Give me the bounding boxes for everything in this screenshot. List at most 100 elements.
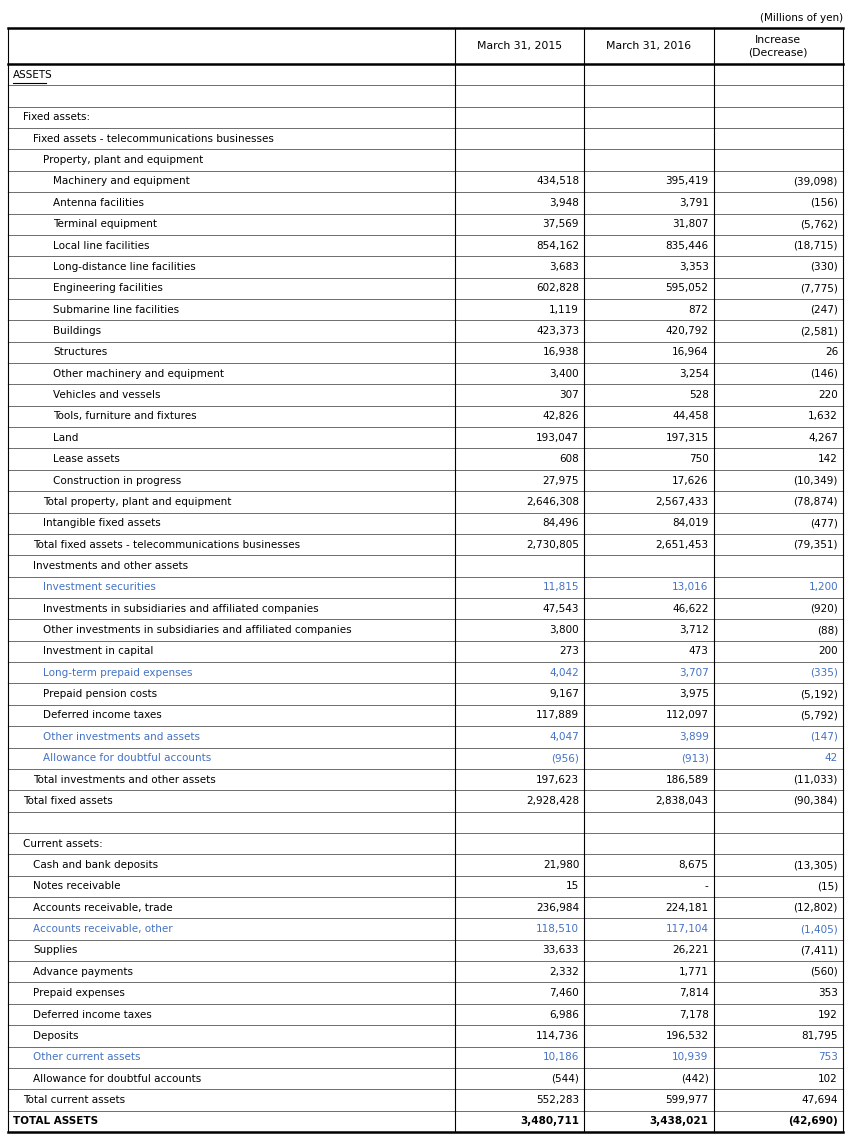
Text: 3,707: 3,707 bbox=[679, 668, 709, 678]
Text: 854,162: 854,162 bbox=[536, 241, 580, 251]
Text: 420,792: 420,792 bbox=[665, 326, 709, 336]
Text: 112,097: 112,097 bbox=[665, 710, 709, 720]
Text: 26,221: 26,221 bbox=[672, 945, 709, 955]
Text: 2,928,428: 2,928,428 bbox=[526, 796, 580, 806]
Text: (13,305): (13,305) bbox=[794, 860, 838, 870]
Text: Local line facilities: Local line facilities bbox=[53, 241, 150, 251]
Text: 3,480,711: 3,480,711 bbox=[520, 1116, 580, 1126]
Text: 3,975: 3,975 bbox=[679, 689, 709, 699]
Text: 142: 142 bbox=[818, 454, 838, 464]
Text: 1,119: 1,119 bbox=[549, 304, 580, 315]
Text: 835,446: 835,446 bbox=[665, 241, 709, 251]
Text: 42: 42 bbox=[825, 754, 838, 763]
Text: Investments and other assets: Investments and other assets bbox=[33, 561, 188, 571]
Text: 197,315: 197,315 bbox=[665, 433, 709, 442]
Text: Investments in subsidiaries and affiliated companies: Investments in subsidiaries and affiliat… bbox=[43, 604, 318, 613]
Text: Long-term prepaid expenses: Long-term prepaid expenses bbox=[43, 668, 192, 678]
Text: 46,622: 46,622 bbox=[672, 604, 709, 613]
Text: (477): (477) bbox=[810, 519, 838, 528]
Text: 595,052: 595,052 bbox=[665, 283, 709, 293]
Text: 3,800: 3,800 bbox=[550, 625, 580, 635]
Text: Other current assets: Other current assets bbox=[33, 1052, 140, 1062]
Text: 192: 192 bbox=[818, 1010, 838, 1019]
Text: 16,938: 16,938 bbox=[543, 348, 580, 357]
Text: 33,633: 33,633 bbox=[543, 945, 580, 955]
Text: Structures: Structures bbox=[53, 348, 107, 357]
Text: 47,543: 47,543 bbox=[543, 604, 580, 613]
Text: (330): (330) bbox=[810, 262, 838, 272]
Text: 599,977: 599,977 bbox=[665, 1094, 709, 1105]
Text: (442): (442) bbox=[681, 1074, 709, 1084]
Text: 84,496: 84,496 bbox=[543, 519, 580, 528]
Text: Investment in capital: Investment in capital bbox=[43, 646, 153, 657]
Text: (2,581): (2,581) bbox=[800, 326, 838, 336]
Text: 608: 608 bbox=[559, 454, 580, 464]
Text: Lease assets: Lease assets bbox=[53, 454, 120, 464]
Text: 7,814: 7,814 bbox=[679, 988, 709, 999]
Text: (560): (560) bbox=[810, 967, 838, 977]
Text: 273: 273 bbox=[559, 646, 580, 657]
Text: 117,104: 117,104 bbox=[665, 925, 709, 934]
Text: 200: 200 bbox=[819, 646, 838, 657]
Text: (7,411): (7,411) bbox=[800, 945, 838, 955]
Text: Deferred income taxes: Deferred income taxes bbox=[33, 1010, 151, 1019]
Text: 17,626: 17,626 bbox=[672, 475, 709, 486]
Text: 2,332: 2,332 bbox=[549, 967, 580, 977]
Text: (39,098): (39,098) bbox=[794, 177, 838, 187]
Text: 186,589: 186,589 bbox=[665, 774, 709, 784]
Text: (79,351): (79,351) bbox=[793, 539, 838, 549]
Text: (335): (335) bbox=[810, 668, 838, 678]
Text: 753: 753 bbox=[818, 1052, 838, 1062]
Text: Antenna facilities: Antenna facilities bbox=[53, 198, 144, 207]
Text: Allowance for doubtful accounts: Allowance for doubtful accounts bbox=[43, 754, 211, 763]
Text: Land: Land bbox=[53, 433, 78, 442]
Text: Construction in progress: Construction in progress bbox=[53, 475, 181, 486]
Text: (5,762): (5,762) bbox=[800, 219, 838, 229]
Text: (156): (156) bbox=[810, 198, 838, 207]
Text: 1,771: 1,771 bbox=[679, 967, 709, 977]
Text: ASSETS: ASSETS bbox=[13, 70, 53, 80]
Text: (18,715): (18,715) bbox=[793, 241, 838, 251]
Text: (88): (88) bbox=[817, 625, 838, 635]
Text: 11,815: 11,815 bbox=[543, 583, 580, 593]
Text: Current assets:: Current assets: bbox=[23, 839, 103, 848]
Text: Prepaid pension costs: Prepaid pension costs bbox=[43, 689, 157, 699]
Text: Advance payments: Advance payments bbox=[33, 967, 133, 977]
Text: 47,694: 47,694 bbox=[802, 1094, 838, 1105]
Text: 7,460: 7,460 bbox=[550, 988, 580, 999]
Text: 81,795: 81,795 bbox=[802, 1031, 838, 1041]
Text: (10,349): (10,349) bbox=[794, 475, 838, 486]
Text: 6,986: 6,986 bbox=[549, 1010, 580, 1019]
Text: 10,939: 10,939 bbox=[672, 1052, 709, 1062]
Text: Increase
(Decrease): Increase (Decrease) bbox=[749, 35, 808, 57]
Text: (90,384): (90,384) bbox=[794, 796, 838, 806]
Text: TOTAL ASSETS: TOTAL ASSETS bbox=[13, 1116, 98, 1126]
Text: 4,047: 4,047 bbox=[550, 732, 580, 742]
Text: 602,828: 602,828 bbox=[536, 283, 580, 293]
Text: 4,042: 4,042 bbox=[550, 668, 580, 678]
Text: 2,838,043: 2,838,043 bbox=[655, 796, 709, 806]
Text: Other investments and assets: Other investments and assets bbox=[43, 732, 200, 742]
Text: (15): (15) bbox=[817, 881, 838, 891]
Text: Tools, furniture and fixtures: Tools, furniture and fixtures bbox=[53, 412, 197, 422]
Text: 2,646,308: 2,646,308 bbox=[526, 497, 580, 507]
Text: (11,033): (11,033) bbox=[794, 774, 838, 784]
Text: 15: 15 bbox=[566, 881, 580, 891]
Text: (7,775): (7,775) bbox=[800, 283, 838, 293]
Text: 4,267: 4,267 bbox=[808, 433, 838, 442]
Text: (247): (247) bbox=[810, 304, 838, 315]
Text: Total fixed assets: Total fixed assets bbox=[23, 796, 112, 806]
Text: (956): (956) bbox=[551, 754, 580, 763]
Text: Cash and bank deposits: Cash and bank deposits bbox=[33, 860, 158, 870]
Text: March 31, 2015: March 31, 2015 bbox=[477, 41, 562, 51]
Text: 2,567,433: 2,567,433 bbox=[655, 497, 709, 507]
Text: Terminal equipment: Terminal equipment bbox=[53, 219, 157, 229]
Text: (913): (913) bbox=[681, 754, 709, 763]
Text: 353: 353 bbox=[818, 988, 838, 999]
Text: 423,373: 423,373 bbox=[536, 326, 580, 336]
Text: 434,518: 434,518 bbox=[536, 177, 580, 187]
Text: 102: 102 bbox=[819, 1074, 838, 1084]
Text: 3,353: 3,353 bbox=[679, 262, 709, 272]
Text: 473: 473 bbox=[688, 646, 709, 657]
Text: 552,283: 552,283 bbox=[536, 1094, 580, 1105]
